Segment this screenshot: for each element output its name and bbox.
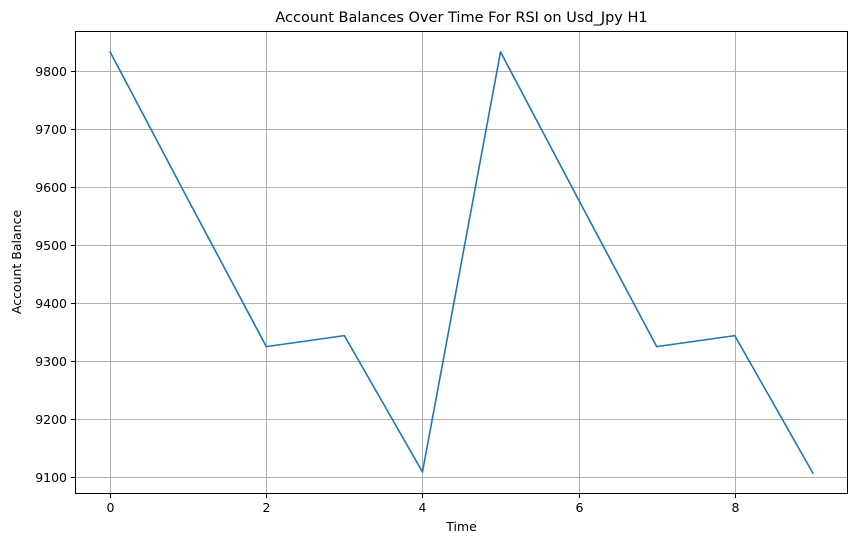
grid — [75, 31, 848, 494]
y-tick-label: 9800 — [35, 64, 67, 79]
x-axis-label: Time — [445, 519, 477, 534]
plot-frame — [75, 31, 848, 494]
y-tick-label: 9700 — [35, 122, 67, 137]
series-line-0 — [109, 51, 814, 474]
x-tick-label: 4 — [419, 500, 427, 515]
series-layer — [109, 51, 814, 474]
x-tick-label: 2 — [263, 500, 271, 515]
y-tick-label: 9500 — [35, 238, 67, 253]
y-tick-label: 9200 — [35, 412, 67, 427]
ticks: 0 2 4 6 8 9100 9200 9300 9400 9500 9600 9700 9800 — [35, 64, 739, 515]
chart-title: Account Balances Over Time For RSI on Us… — [275, 10, 647, 26]
x-tick-label: 0 — [107, 500, 115, 515]
y-axis-label: Account Balance — [9, 210, 24, 315]
y-tick-label: 9400 — [35, 296, 67, 311]
x-tick-label: 6 — [576, 500, 584, 515]
y-tick-label: 9300 — [35, 354, 67, 369]
y-tick-label: 9600 — [35, 180, 67, 195]
x-tick-label: 8 — [732, 500, 740, 515]
y-tick-label: 9100 — [35, 470, 67, 485]
